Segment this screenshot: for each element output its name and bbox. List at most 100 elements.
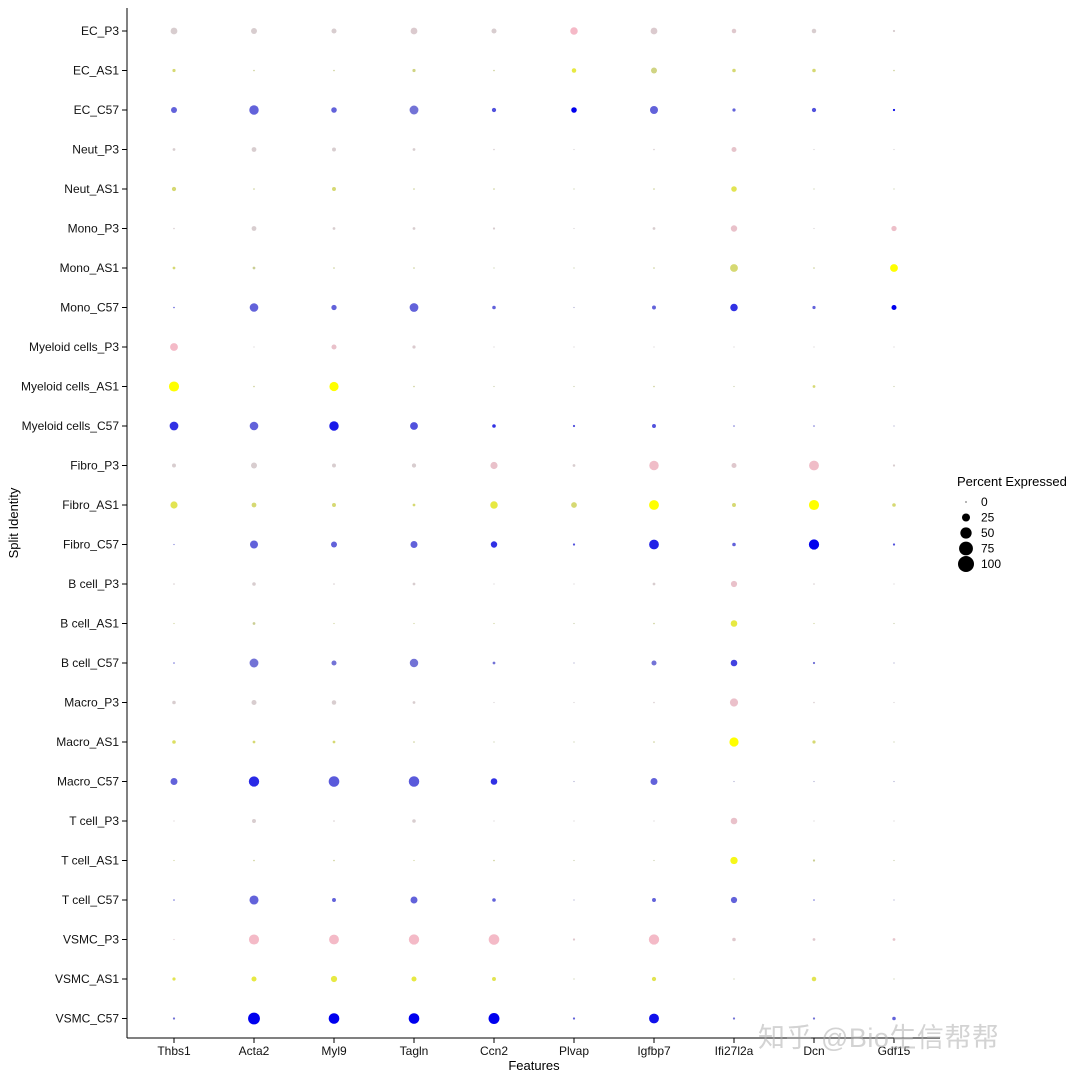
dot (412, 227, 416, 230)
y-tick-label: B cell_AS1 (60, 617, 119, 631)
dot (893, 346, 895, 348)
dot (409, 303, 419, 312)
dot (893, 859, 895, 862)
dot (729, 698, 739, 707)
dot (412, 503, 416, 507)
dot (333, 583, 335, 585)
dot (571, 107, 577, 113)
dot (730, 303, 738, 312)
dot (573, 148, 575, 151)
dot (171, 107, 177, 113)
y-tick-label: Fibro_C57 (63, 538, 119, 552)
y-tick-label: Macro_AS1 (56, 735, 119, 749)
dot (731, 146, 737, 153)
y-tick-label: Mono_P3 (68, 222, 120, 236)
dot (408, 1013, 420, 1024)
y-tick-label: T cell_C57 (62, 893, 119, 907)
dot (331, 541, 337, 548)
dot (488, 934, 500, 945)
y-tick-label: T cell_AS1 (61, 854, 119, 868)
dot (490, 541, 498, 548)
dot (732, 503, 736, 507)
dot (170, 778, 178, 785)
dot (248, 1012, 260, 1025)
dot (652, 898, 656, 902)
dot (331, 28, 337, 34)
legend-label: 75 (981, 542, 995, 556)
dot (732, 1017, 736, 1020)
legend-label: 25 (981, 511, 995, 525)
dot (492, 977, 496, 981)
dot (252, 266, 256, 270)
dot (173, 662, 175, 664)
dot (653, 820, 655, 822)
dot (653, 267, 655, 269)
y-tick-label: Macro_C57 (57, 775, 119, 789)
dot (490, 778, 498, 785)
dot (170, 27, 178, 35)
dot (651, 976, 657, 982)
dot (892, 108, 896, 112)
legend-label: 50 (981, 526, 995, 540)
dot (493, 385, 495, 388)
dot (171, 186, 177, 192)
y-axis-ticks: EC_P3 EC_AS1 EC_C57 Neut_P3 Neut_AS1 Mono_P3 M… (21, 24, 127, 1026)
dot (253, 385, 255, 388)
dot (333, 267, 335, 269)
dot (893, 425, 895, 427)
dot (493, 820, 495, 822)
dot (409, 658, 419, 668)
dot (812, 740, 816, 744)
dot (732, 542, 736, 547)
dot (892, 464, 896, 467)
dot (572, 938, 576, 941)
dot (732, 108, 736, 112)
dot (328, 776, 340, 787)
dot (653, 148, 655, 151)
x-axis-title: Features (508, 1058, 560, 1073)
y-tick-label: Fibro_P3 (70, 459, 119, 473)
dot (173, 622, 175, 625)
x-tick-label: Myl9 (321, 1044, 347, 1058)
dot (893, 701, 895, 704)
dot (649, 1013, 659, 1024)
dot (730, 264, 738, 272)
dot (573, 662, 575, 664)
dot (332, 503, 336, 507)
dot (173, 899, 175, 901)
dot (488, 1013, 500, 1024)
dot (493, 188, 495, 190)
dot (573, 306, 575, 309)
legend-dot (959, 541, 973, 556)
dot (652, 582, 656, 586)
dot (572, 1017, 576, 1020)
y-tick-label: Neut_P3 (72, 143, 119, 157)
dot (570, 27, 578, 35)
dot (412, 345, 416, 349)
dot (891, 304, 897, 311)
dot (413, 267, 415, 269)
dot (573, 583, 575, 585)
dot (409, 105, 419, 115)
dot (892, 938, 896, 941)
y-tick-label: Myeloid cells_C57 (22, 419, 120, 433)
dot (332, 740, 336, 744)
dot (411, 976, 417, 982)
dot (652, 424, 656, 428)
dot (493, 69, 495, 72)
dot (813, 583, 815, 585)
dot (492, 424, 496, 428)
dot (172, 266, 176, 270)
dot (812, 385, 816, 388)
dot (493, 622, 495, 625)
dot (331, 660, 337, 666)
dot (573, 701, 575, 704)
dot (812, 859, 816, 862)
dot (173, 820, 175, 822)
dot (649, 500, 659, 510)
dot (893, 583, 895, 585)
dot (573, 227, 575, 230)
dot (813, 346, 815, 348)
x-tick-label: Thbs1 (157, 1044, 191, 1058)
